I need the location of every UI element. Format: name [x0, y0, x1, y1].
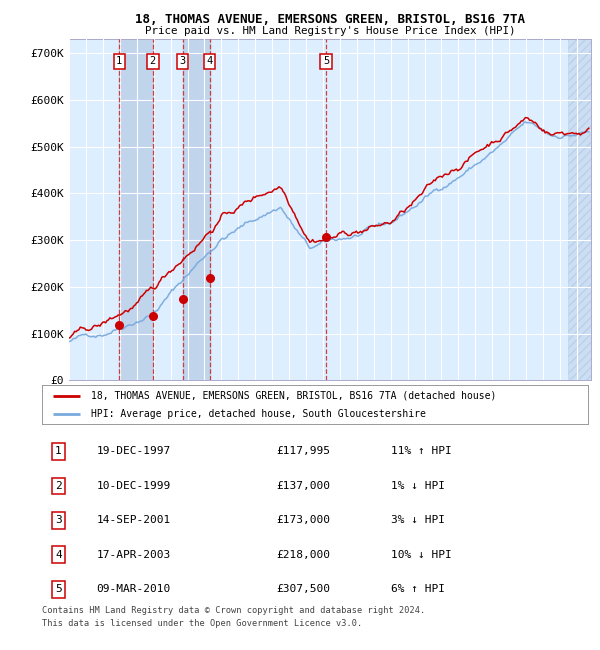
Text: 6% ↑ HPI: 6% ↑ HPI: [391, 584, 445, 594]
Text: This data is licensed under the Open Government Licence v3.0.: This data is licensed under the Open Gov…: [42, 619, 362, 628]
Text: £218,000: £218,000: [277, 550, 331, 560]
Text: 5: 5: [55, 584, 62, 594]
Text: 17-APR-2003: 17-APR-2003: [97, 550, 171, 560]
Text: £307,500: £307,500: [277, 584, 331, 594]
Text: 10% ↓ HPI: 10% ↓ HPI: [391, 550, 452, 560]
Text: 14-SEP-2001: 14-SEP-2001: [97, 515, 171, 525]
Text: 1: 1: [55, 447, 62, 456]
Text: 4: 4: [206, 56, 212, 66]
Text: 1: 1: [116, 56, 122, 66]
Text: £173,000: £173,000: [277, 515, 331, 525]
Text: 3% ↓ HPI: 3% ↓ HPI: [391, 515, 445, 525]
Bar: [568, 39, 591, 380]
Text: £117,995: £117,995: [277, 447, 331, 456]
Text: 19-DEC-1997: 19-DEC-1997: [97, 447, 171, 456]
Bar: [119, 39, 153, 380]
Text: 1% ↓ HPI: 1% ↓ HPI: [391, 481, 445, 491]
Text: Price paid vs. HM Land Registry's House Price Index (HPI): Price paid vs. HM Land Registry's House …: [145, 26, 515, 36]
Text: 18, THOMAS AVENUE, EMERSONS GREEN, BRISTOL, BS16 7TA: 18, THOMAS AVENUE, EMERSONS GREEN, BRIST…: [135, 13, 525, 26]
Text: 3: 3: [179, 56, 186, 66]
Text: 3: 3: [55, 515, 62, 525]
Text: 2: 2: [55, 481, 62, 491]
Text: 5: 5: [323, 56, 329, 66]
Text: 2: 2: [149, 56, 156, 66]
Text: 18, THOMAS AVENUE, EMERSONS GREEN, BRISTOL, BS16 7TA (detached house): 18, THOMAS AVENUE, EMERSONS GREEN, BRIST…: [91, 391, 497, 400]
Text: 11% ↑ HPI: 11% ↑ HPI: [391, 447, 452, 456]
Text: 4: 4: [55, 550, 62, 560]
Text: Contains HM Land Registry data © Crown copyright and database right 2024.: Contains HM Land Registry data © Crown c…: [42, 606, 425, 615]
Text: 09-MAR-2010: 09-MAR-2010: [97, 584, 171, 594]
Text: £137,000: £137,000: [277, 481, 331, 491]
Text: HPI: Average price, detached house, South Gloucestershire: HPI: Average price, detached house, Sout…: [91, 409, 426, 419]
Bar: [182, 39, 209, 380]
Text: 10-DEC-1999: 10-DEC-1999: [97, 481, 171, 491]
